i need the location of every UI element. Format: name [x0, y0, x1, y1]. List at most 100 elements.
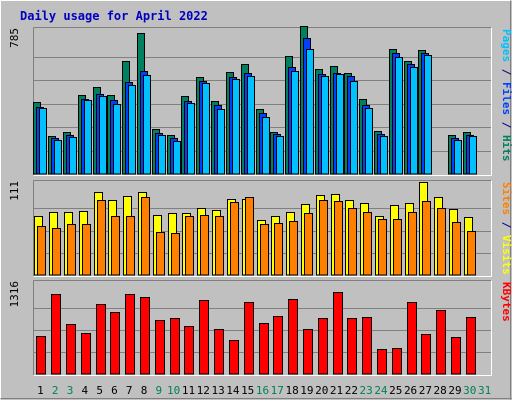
bar-kbytes-day-28 [436, 310, 446, 375]
series-label-part: KBytes [500, 282, 512, 322]
y-axis-max-label: 111 [8, 181, 21, 201]
bar-sites-day-20 [319, 200, 328, 276]
bar-sites-day-2 [52, 228, 61, 276]
bar-kbytes-day-7 [125, 294, 135, 375]
bar-pages-day-18 [291, 71, 299, 175]
bar-sites-day-12 [200, 215, 209, 276]
bar-kbytes-day-3 [66, 324, 76, 375]
bar-pages-day-14 [232, 79, 240, 175]
y-axis-max-label: 785 [8, 28, 21, 48]
bar-sites-day-11 [185, 216, 194, 276]
bar-kbytes-day-20 [318, 318, 328, 375]
bar-sites-day-29 [452, 222, 461, 276]
bar-pages-day-12 [202, 83, 210, 175]
bar-sites-day-15 [245, 197, 254, 276]
bar-sites-day-22 [348, 208, 357, 276]
bar-kbytes-day-24 [377, 349, 387, 375]
bar-kbytes-day-26 [407, 302, 417, 375]
bar-sites-day-1 [37, 226, 46, 276]
series-label-part: / [500, 115, 512, 135]
bar-pages-day-3 [69, 137, 77, 175]
x-tick-label-day-3: 3 [67, 384, 74, 397]
bar-kbytes-day-11 [184, 326, 194, 375]
bar-kbytes-day-12 [199, 300, 209, 375]
bar-sites-day-28 [437, 208, 446, 276]
series-axis-label: Sites / Visits [500, 182, 512, 275]
x-tick-label-day-12: 12 [197, 384, 210, 397]
bar-kbytes-day-15 [244, 302, 254, 375]
bar-pages-day-30 [469, 136, 477, 175]
x-tick-label-day-10: 10 [167, 384, 180, 397]
bar-kbytes-day-2 [51, 294, 61, 375]
bar-pages-day-2 [54, 140, 62, 175]
x-tick-label-day-1: 1 [37, 384, 44, 397]
bar-pages-day-6 [113, 104, 121, 175]
series-label-part: / [500, 215, 512, 235]
bar-pages-day-23 [365, 108, 373, 175]
x-tick-label-day-16: 16 [256, 384, 269, 397]
bar-pages-day-24 [380, 136, 388, 175]
x-tick-label-day-15: 15 [241, 384, 254, 397]
x-tick-label-day-6: 6 [111, 384, 118, 397]
bar-sites-day-9 [156, 232, 165, 276]
x-tick-label-day-8: 8 [141, 384, 148, 397]
x-tick-label-day-2: 2 [52, 384, 59, 397]
bar-kbytes-day-4 [81, 333, 91, 375]
x-tick-label-day-24: 24 [374, 384, 388, 397]
bar-sites-day-27 [422, 201, 431, 276]
bar-sites-day-30 [467, 231, 476, 276]
x-tick-label-day-27: 27 [419, 384, 432, 397]
bar-pages-day-5 [99, 96, 107, 175]
series-label-part: / [500, 62, 512, 82]
bar-pages-day-1 [39, 108, 47, 175]
x-tick-label-day-28: 28 [434, 384, 447, 397]
series-axis-label: Pages / Files / Hits [500, 29, 512, 162]
x-tick-label-day-9: 9 [156, 384, 163, 397]
x-tick-label-day-30: 30 [463, 384, 476, 397]
bar-kbytes-day-27 [421, 334, 431, 375]
bar-pages-day-19 [306, 49, 314, 175]
bar-kbytes-day-23 [362, 317, 372, 375]
bar-pages-day-21 [336, 74, 344, 175]
bar-kbytes-day-5 [96, 304, 106, 375]
bar-sites-day-6 [111, 216, 120, 276]
x-tick-label-day-20: 20 [315, 384, 328, 397]
bar-sites-day-4 [82, 224, 91, 276]
x-tick-label-day-17: 17 [271, 384, 284, 397]
bar-sites-day-14 [230, 202, 239, 276]
bar-pages-day-27 [424, 55, 432, 175]
x-tick-label-day-4: 4 [82, 384, 89, 397]
bar-kbytes-day-18 [288, 299, 298, 375]
bar-pages-day-20 [321, 76, 329, 175]
chart-title: Daily usage for April 2022 [20, 9, 208, 23]
bar-kbytes-day-21 [333, 292, 343, 375]
bar-pages-day-7 [128, 85, 136, 175]
chart-panels: 785 Pages / Files / Hits 111 Sites / Visits… [8, 26, 512, 376]
bar-pages-day-17 [276, 136, 284, 175]
bar-kbytes-day-25 [392, 348, 402, 375]
bar-kbytes-day-17 [273, 316, 283, 375]
bar-sites-day-24 [378, 219, 387, 276]
bar-pages-day-29 [454, 140, 462, 175]
series-label-part: Files [500, 82, 512, 115]
bar-pages-day-10 [173, 141, 181, 175]
bar-kbytes-day-16 [259, 323, 269, 375]
panel-visits-sites: 111 Sites / Visits [8, 180, 512, 277]
x-tick-label-day-13: 13 [211, 384, 224, 397]
bar-pages-day-13 [217, 109, 225, 175]
bar-kbytes-day-19 [303, 329, 313, 375]
series-label-part: Sites [500, 182, 512, 215]
x-tick-label-day-18: 18 [285, 384, 298, 397]
bar-kbytes-day-8 [140, 297, 150, 375]
bar-kbytes-day-13 [214, 329, 224, 375]
x-tick-label-day-23: 23 [360, 384, 373, 397]
bar-sites-day-26 [408, 212, 417, 276]
bar-sites-day-23 [363, 212, 372, 276]
x-axis-day-labels: 1 2 3 4 5 6 7 8 9 10 11 12 13 14 15 16 17 18 19 20 21 22 23 24 2… [37, 384, 491, 397]
bar-sites-day-7 [126, 216, 135, 276]
bar-kbytes-day-29 [451, 337, 461, 375]
x-tick-label-day-14: 14 [226, 384, 240, 397]
x-tick-label-day-25: 25 [389, 384, 402, 397]
bar-kbytes-day-30 [466, 317, 476, 375]
bar-kbytes-day-9 [155, 320, 165, 375]
